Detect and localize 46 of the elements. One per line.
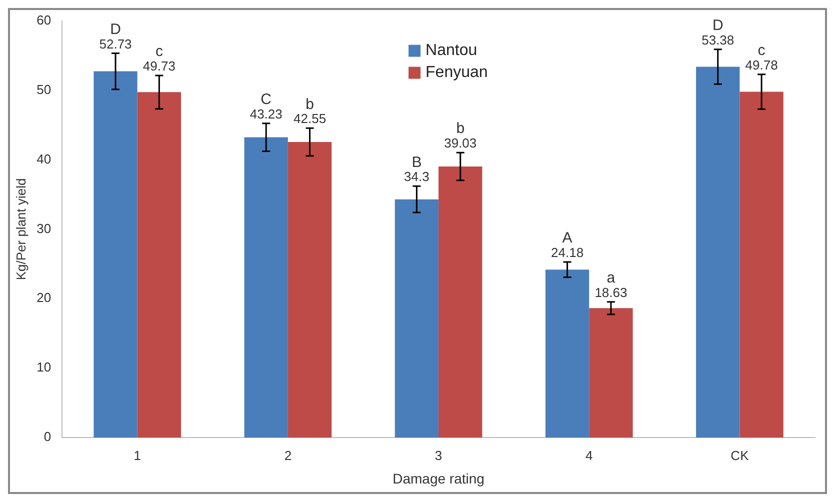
x-tick-label: 2 bbox=[284, 448, 292, 463]
bar bbox=[438, 166, 482, 438]
annotation: c bbox=[758, 42, 766, 60]
annotation: C bbox=[260, 91, 272, 108]
annotation: c bbox=[155, 43, 164, 60]
bar bbox=[696, 66, 740, 438]
x-tick-label: CK bbox=[730, 448, 750, 463]
bar bbox=[244, 137, 288, 438]
y-tick-label: 10 bbox=[36, 360, 52, 375]
data-label: 43.23 bbox=[250, 106, 282, 122]
annotation: D bbox=[712, 17, 724, 34]
bar bbox=[394, 199, 439, 438]
annotation: a bbox=[606, 270, 616, 287]
x-tick-label: 4 bbox=[586, 448, 593, 463]
x-tick-label: 1 bbox=[134, 448, 141, 463]
y-tick-label: 20 bbox=[36, 290, 52, 306]
bar bbox=[545, 270, 590, 438]
bar bbox=[137, 92, 182, 438]
annotation: D bbox=[110, 20, 122, 38]
x-axis-title: Damage rating bbox=[392, 470, 484, 486]
y-tick-label: 30 bbox=[36, 220, 52, 236]
legend-label: Nantou bbox=[426, 42, 478, 60]
data-label: 39.03 bbox=[444, 136, 477, 151]
bar bbox=[589, 308, 633, 438]
annotation: b bbox=[306, 96, 314, 113]
y-tick-label: 40 bbox=[36, 151, 52, 166]
bar bbox=[288, 142, 332, 438]
data-label: 18.63 bbox=[594, 285, 628, 300]
data-label: 53.38 bbox=[702, 32, 734, 48]
data-label: 34.3 bbox=[404, 169, 430, 184]
data-label: 24.18 bbox=[551, 245, 584, 260]
legend-label: Fenyuan bbox=[426, 64, 488, 82]
y-axis-title: Kg/Per plant yield bbox=[13, 178, 28, 280]
data-label: 52.73 bbox=[99, 36, 132, 52]
annotation: B bbox=[412, 154, 422, 171]
data-label: 49.78 bbox=[745, 58, 778, 73]
y-tick-label: 50 bbox=[36, 82, 52, 97]
annotation: b bbox=[456, 120, 465, 138]
y-tick-label: 0 bbox=[44, 429, 52, 444]
bar bbox=[94, 71, 138, 438]
data-label: 42.55 bbox=[294, 111, 326, 126]
bar bbox=[740, 92, 784, 438]
data-label: 49.73 bbox=[142, 58, 176, 74]
x-tick-label: 3 bbox=[434, 448, 442, 463]
annotation: A bbox=[562, 230, 572, 247]
y-tick-label: 60 bbox=[36, 12, 52, 28]
